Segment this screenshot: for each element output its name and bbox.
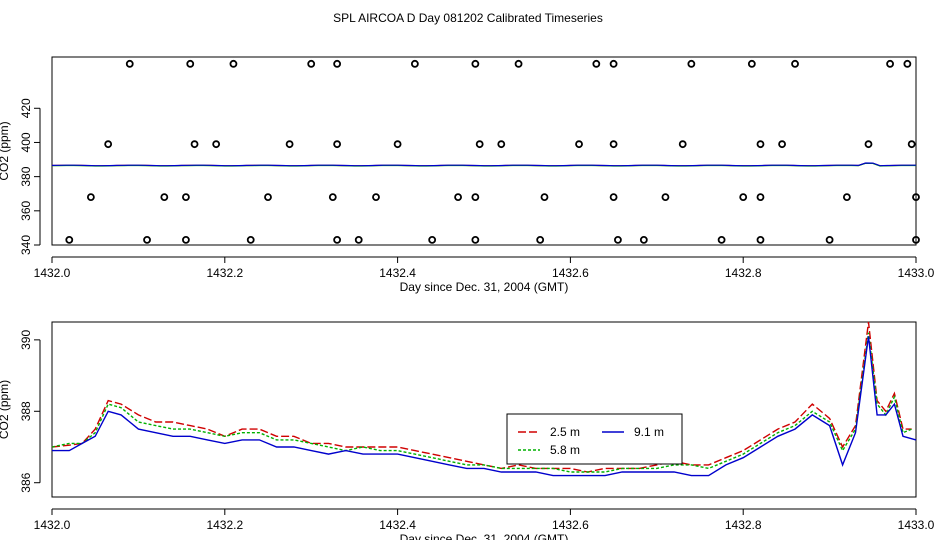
legend-label: 9.1 m [634,425,664,439]
data-point-circle [497,140,506,149]
data-point-circle [264,193,272,202]
data-point-circle [410,59,419,68]
data-point-circle [842,193,851,202]
x-tick-label: 1432.4 [379,266,416,280]
data-point-circle [372,193,380,202]
data-point-circle [229,59,238,68]
x-tick-label: 1432.0 [34,518,71,532]
plot-frame [51,56,917,246]
y-tick-label: 400 [19,132,33,152]
x-axis-label: Day since Dec. 31, 2004 (GMT) [400,280,569,294]
data-point-circle [778,140,786,149]
x-tick-label: 1432.8 [725,266,762,280]
legend: 2.5 m 5.8 m 9.1 m [506,413,683,465]
data-point-circle [328,193,337,202]
y-tick-label: 380 [19,166,33,186]
data-point-circle [393,140,402,149]
series-line-58m [51,332,912,473]
data-point-circle [182,235,190,244]
data-point-circle [864,140,873,149]
data-point-circle [886,59,894,68]
x-tick-label: 1432.2 [206,518,243,532]
data-point-circle [307,59,316,68]
data-point-circle [609,59,618,68]
data-point-circle [907,140,916,149]
x-tick-label: 1432.2 [206,266,243,280]
x-tick-label: 1432.6 [552,518,589,532]
y-tick-label: 386 [19,472,33,492]
data-point-circle [333,59,342,68]
legend-box [506,413,683,465]
data-point-circle [86,193,95,202]
x-axis-label: Day since Dec. 31, 2004 (GMT) [400,532,569,540]
data-point-circle [471,235,480,244]
legend-label: 2.5 m [550,425,580,439]
x-tick-label: 1432.8 [725,518,762,532]
data-point-circle [285,140,294,149]
y-tick-label: 340 [19,235,33,255]
data-point-circle [186,59,195,68]
data-point-circle [592,59,601,68]
top-scatter-panel: 1432.0 1432.2 1432.4 1432.6 1432.8 1433.0 340 3… [0,56,935,294]
data-point-circle [687,59,696,68]
data-point-circle [756,140,765,149]
y-axis-label: CO2 (ppm) [0,380,11,439]
data-point-circle [354,235,363,244]
data-point-circle [747,59,756,68]
data-point-circle [182,193,190,202]
data-point-circle [609,140,618,149]
data-point-circle [756,235,765,244]
data-point-circle [333,235,342,244]
data-point-circle [471,193,480,202]
y-tick-label: 420 [19,98,33,118]
data-point-circle [912,235,920,244]
data-point-circle [454,193,462,202]
data-point-circle [575,140,583,149]
plot-frame [51,321,917,498]
data-point-circle [739,193,748,202]
data-point-circle [212,140,221,149]
data-point-circle [143,235,151,244]
x-tick-label: 1433.0 [898,518,935,532]
data-point-circle [903,59,912,68]
flat-series-line [51,162,916,167]
bottom-line-panel: 1432.0 1432.2 1432.4 1432.6 1432.8 1433.0 386 3… [0,321,935,540]
data-point-circle [333,140,342,149]
data-point-circle [190,140,199,149]
data-point-circle [912,193,920,202]
data-point-circle [475,140,484,149]
x-tick-label: 1432.0 [34,266,71,280]
y-tick-label: 388 [19,401,33,421]
y-tick-label: 390 [19,330,33,350]
data-point-circle [65,235,74,244]
figure-title: SPL AIRCOA D Day 081202 Calibrated Times… [333,11,603,25]
data-point-circle [104,140,113,149]
data-point-circle [756,193,765,202]
data-point-circle [609,193,618,202]
data-point-circle [536,235,545,244]
x-tick-label: 1432.6 [552,266,589,280]
data-point-circle [678,140,687,149]
x-tick-label: 1433.0 [898,266,935,280]
data-point-circle [661,193,670,202]
data-point-circle [160,193,169,202]
data-point-circle [514,59,523,68]
data-point-circle [471,59,480,68]
x-tick-label: 1432.4 [379,518,416,532]
data-point-circle [614,235,622,244]
y-axis-label: CO2 (ppm) [0,121,11,180]
data-point-circle [428,235,437,244]
series-line-25m [51,321,912,473]
data-point-circle [639,235,648,244]
data-point-circle [125,59,134,68]
series-line-91m [52,336,917,477]
data-point-circle [825,235,834,244]
data-point-circle [246,235,255,244]
data-point-circle [717,235,726,244]
data-point-circle [791,59,799,68]
legend-label: 5.8 m [550,443,580,457]
y-tick-label: 360 [19,200,33,220]
data-point-circle [540,193,549,202]
